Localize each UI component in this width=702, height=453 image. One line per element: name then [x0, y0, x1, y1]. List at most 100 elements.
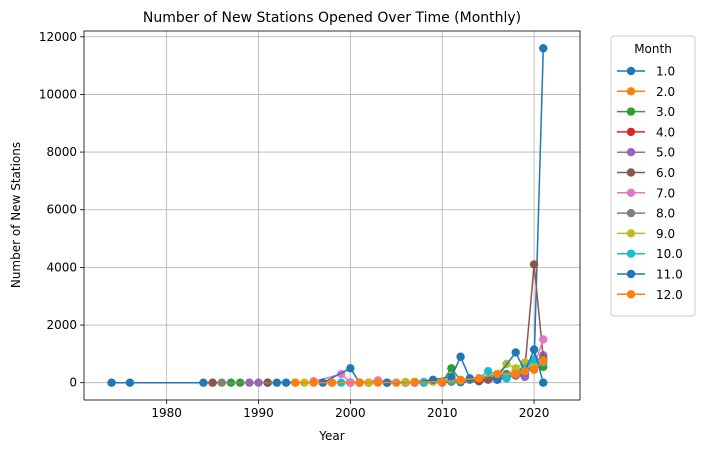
- data-point: [511, 348, 520, 357]
- legend-marker: [626, 168, 636, 177]
- x-axis-label: Year: [318, 429, 344, 443]
- data-point: [539, 335, 548, 344]
- y-tick-label: 10000: [39, 87, 77, 101]
- y-tick-label: 4000: [46, 260, 77, 274]
- legend-label: 7.0: [656, 186, 675, 200]
- legend-marker: [626, 188, 636, 197]
- legend-item: 7.0: [617, 186, 675, 200]
- y-tick-label: 2000: [46, 318, 77, 332]
- legend-label: 8.0: [656, 207, 675, 221]
- y-tick-label: 12000: [39, 30, 77, 44]
- data-point: [281, 378, 291, 387]
- legend-box: [610, 35, 696, 317]
- legend-marker: [626, 66, 636, 76]
- legend-label: 10.0: [656, 247, 683, 261]
- data-point: [272, 378, 282, 387]
- data-point: [539, 356, 548, 366]
- x-tick-label: 2020: [519, 406, 550, 420]
- data-point: [520, 372, 530, 382]
- data-point: [327, 378, 337, 387]
- data-point: [529, 365, 539, 374]
- legend-item: 9.0: [617, 227, 675, 241]
- legend-item: 11.0: [617, 268, 683, 282]
- y-axis-ticks: 0 2000 4000 6000 8000 10000 12000: [39, 30, 84, 390]
- data-point: [438, 377, 447, 387]
- legend-item: 5.0: [617, 146, 675, 160]
- legend-item: 10.0: [617, 247, 683, 261]
- data-point: [529, 345, 539, 354]
- data-point: [428, 375, 438, 385]
- data-point: [125, 378, 135, 387]
- data-point: [539, 378, 548, 387]
- data-point: [107, 378, 116, 387]
- data-point: [355, 378, 364, 387]
- x-tick-label: 1980: [151, 406, 182, 420]
- data-point: [309, 378, 318, 387]
- legend-marker: [626, 208, 636, 218]
- legend-label: 5.0: [656, 146, 675, 160]
- legend-item: 3.0: [617, 105, 675, 119]
- data-point: [483, 366, 493, 376]
- legend-item: 4.0: [617, 125, 675, 139]
- legend-label: 12.0: [656, 288, 683, 302]
- legend-marker: [626, 148, 636, 157]
- data-point: [456, 375, 465, 385]
- data-point: [346, 364, 355, 373]
- data-point: [502, 374, 511, 383]
- legend-item: 1.0: [617, 65, 675, 79]
- data-point: [529, 260, 539, 269]
- legend: Month 1.0 2.0 3.0 4.0 5.0 6.0 7.0 8.0 9.0 10.0 11.…: [610, 35, 696, 317]
- legend-marker: [626, 127, 636, 137]
- legend-title: Month: [634, 42, 672, 56]
- legend-marker: [626, 269, 636, 279]
- data-point: [410, 377, 419, 387]
- y-tick-label: 8000: [46, 145, 77, 159]
- series-line: [111, 48, 545, 384]
- data-point: [493, 369, 502, 379]
- legend-label: 9.0: [656, 227, 675, 241]
- legend-label: 3.0: [656, 105, 675, 119]
- series-layer: [107, 44, 548, 387]
- legend-label: 6.0: [656, 166, 675, 180]
- series-1-0: [107, 44, 548, 387]
- plot-frame: [83, 30, 581, 401]
- legend-item: 6.0: [617, 166, 675, 180]
- series-12-0: [291, 356, 548, 387]
- data-point: [511, 364, 520, 373]
- legend-marker: [626, 107, 636, 116]
- data-point: [373, 378, 383, 387]
- x-tick-label: 1990: [243, 406, 274, 420]
- series-7-0: [309, 335, 548, 387]
- legend-marker: [626, 229, 636, 238]
- y-axis-label: Number of New Stations: [9, 142, 23, 288]
- legend-marker: [626, 87, 636, 96]
- legend-item: 8.0: [617, 207, 675, 221]
- legend-marker: [626, 249, 636, 258]
- legend-label: 2.0: [656, 85, 675, 99]
- data-point: [208, 378, 217, 387]
- data-point: [520, 366, 530, 376]
- data-point: [447, 372, 456, 382]
- legend-label: 1.0: [656, 65, 675, 79]
- data-point: [447, 364, 456, 373]
- chart-title: Number of New Stations Opened Over Time …: [143, 10, 521, 26]
- legend-item: 2.0: [617, 85, 675, 99]
- data-point: [217, 378, 226, 387]
- grid-lines: [84, 31, 580, 400]
- x-axis-ticks: 1980 1990 2000 2010 2020: [151, 400, 549, 420]
- series-line: [212, 263, 545, 384]
- legend-label: 11.0: [656, 268, 683, 282]
- y-tick-label: 6000: [46, 203, 77, 217]
- y-tick-label: 0: [69, 376, 77, 390]
- data-point: [539, 44, 548, 53]
- series-6-0: [208, 260, 548, 387]
- data-point: [511, 369, 520, 379]
- legend-items: 1.0 2.0 3.0 4.0 5.0 6.0 7.0 8.0 9.0 10.0 11.0 12.0: [617, 65, 683, 302]
- x-tick-label: 2010: [427, 406, 458, 420]
- data-point: [456, 352, 465, 361]
- data-point: [291, 378, 300, 387]
- data-point: [474, 374, 484, 383]
- x-tick-label: 2000: [335, 406, 366, 420]
- legend-marker: [626, 290, 636, 299]
